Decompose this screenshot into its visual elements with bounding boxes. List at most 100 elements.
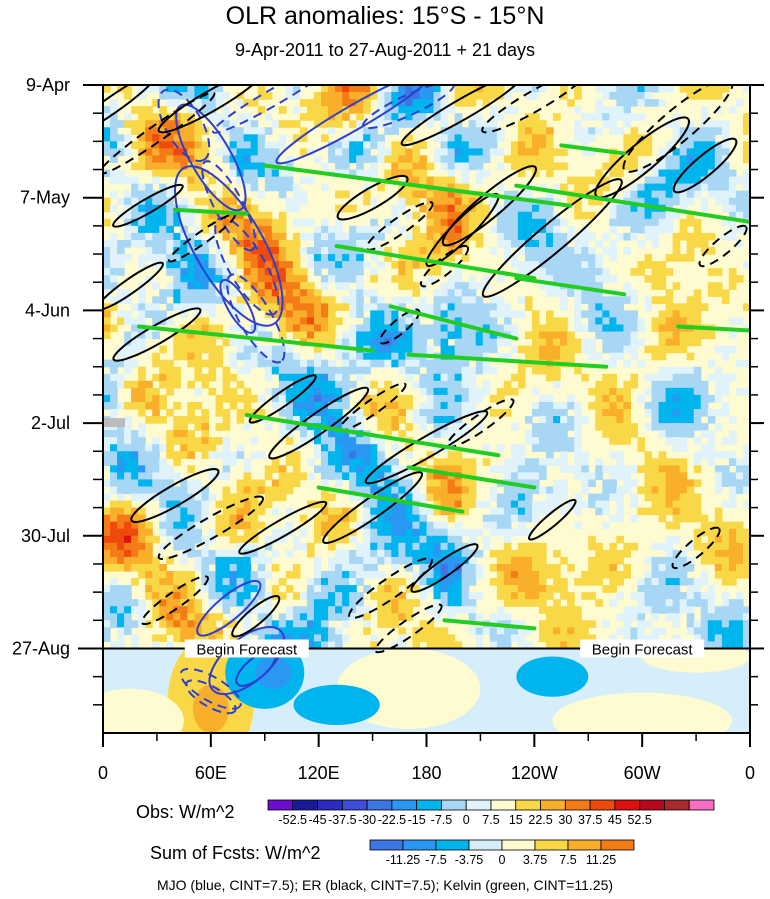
forecast-colorbar-swatch	[402, 839, 437, 851]
forecast-blob	[255, 656, 292, 689]
x-tick-label: 60W	[624, 763, 661, 783]
er-contour	[419, 244, 470, 288]
obs-colorbar-level-label: 15	[509, 813, 523, 827]
x-tick-label: 60E	[195, 763, 227, 783]
obs-colorbar-swatch	[317, 799, 343, 811]
forecast-label-bg	[580, 639, 705, 658]
mjo-contour	[175, 103, 247, 212]
forecast-label-bg	[184, 639, 309, 658]
obs-colorbar-level-label: 37.5	[578, 813, 602, 827]
kelvin-contour	[676, 324, 750, 333]
forecast-blob	[103, 688, 184, 733]
y-tick-label: 7-May	[20, 188, 70, 208]
er-contour	[336, 174, 409, 221]
mjo-contour	[185, 679, 237, 715]
mjo-contour	[179, 667, 242, 710]
forecast-anomaly-field	[103, 648, 750, 733]
forecast-colorbar-swatch	[600, 839, 635, 851]
mjo-contour	[226, 273, 286, 364]
obs-colorbar-swatch	[441, 799, 467, 811]
er-contour	[140, 575, 209, 626]
obs-colorbar-level-label: -37.5	[328, 813, 357, 827]
mjo-contour	[196, 579, 262, 637]
obs-colorbar-swatch	[292, 799, 318, 811]
er-contour	[528, 498, 577, 541]
kelvin-contour	[316, 485, 465, 514]
er-contour	[378, 308, 421, 345]
obs-colorbar: -52.5 -45 -37.5 -30 -22.5 -15 -7.5 0 7.5 15 22.5 30…	[267, 799, 715, 827]
obs-colorbar-swatch	[465, 799, 492, 811]
obs-colorbar-level-label: 22.5	[528, 813, 552, 827]
forecast-colorbar-swatch	[567, 839, 602, 851]
forecast-colorbar-swatch	[435, 839, 470, 851]
er-contour	[238, 500, 328, 555]
mjo-contour	[211, 85, 336, 134]
forecast-colorbar-label: Sum of Fcsts: W/m^2	[150, 843, 321, 863]
forecast-colorbar-level-label: 0	[499, 853, 506, 867]
begin-forecast-label: Begin Forecast	[592, 641, 694, 658]
obs-colorbar-level-label: -15	[408, 813, 426, 827]
obs-colorbar-level-label: -22.5	[378, 813, 407, 827]
kelvin-contour	[406, 352, 609, 369]
kelvin-contour	[388, 304, 519, 341]
y-tick-label: 27-Aug	[12, 638, 70, 658]
obs-colorbar-level-label: -52.5	[279, 813, 308, 827]
er-contour	[248, 374, 317, 424]
er-contour	[365, 201, 434, 251]
er-contour	[231, 595, 281, 638]
er-contour	[103, 261, 164, 311]
obs-colorbar-swatch	[391, 799, 418, 811]
x-tick-label: 0	[98, 763, 108, 783]
obs-colorbar-label: Obs: W/m^2	[136, 802, 235, 822]
wave-filtered-contours	[103, 85, 750, 715]
forecast-colorbar-level-label: 11.25	[586, 853, 616, 867]
er-contour	[130, 468, 220, 523]
forecast-colorbar: -11.25 -7.5 -3.75 0 3.75 7.5 11.25	[369, 839, 635, 867]
obs-colorbar-level-label: 45	[608, 813, 622, 827]
obs-colorbar-level-label: 30	[558, 813, 572, 827]
forecast-colorbar-level-label: 3.75	[523, 853, 547, 867]
forecast-blob	[192, 684, 229, 733]
y-tick-label: 9-Apr	[26, 75, 70, 95]
kelvin-contour	[262, 163, 573, 208]
er-contour	[410, 543, 479, 593]
er-contour	[481, 85, 588, 134]
mjo-contour	[201, 160, 257, 252]
obs-colorbar-swatch	[664, 799, 690, 811]
er-contour	[441, 165, 538, 247]
forecast-colorbar-swatch	[501, 839, 536, 851]
chart-subtitle: 9-Apr-2011 to 27-Aug-2011 + 21 days	[234, 40, 536, 60]
x-tick-label: 180	[411, 763, 441, 783]
kelvin-contour	[442, 618, 537, 631]
forecast-colorbar-level-label: -7.5	[425, 853, 447, 867]
forecast-colorbar-level-label: 7.5	[559, 853, 576, 867]
kelvin-contour	[172, 207, 249, 216]
er-contour	[374, 603, 443, 654]
er-contour	[157, 85, 265, 134]
kelvin-contour	[136, 324, 375, 353]
forecast-colorbar-level-label: -11.25	[386, 853, 421, 867]
mjo-contour	[174, 165, 284, 327]
er-contour	[157, 495, 265, 560]
x-tick-label: 0	[745, 763, 755, 783]
obs-colorbar-level-label: 0	[463, 813, 470, 827]
kelvin-contour	[559, 143, 627, 156]
x-tick-label: 120W	[511, 763, 558, 783]
kelvin-contour	[244, 413, 501, 458]
contour-legend-footer: MJO (blue, CINT=7.5); ER (black, CINT=7.…	[156, 877, 614, 893]
y-tick-label: 30-Jul	[21, 526, 70, 546]
forecast-colorbar-swatch	[468, 839, 503, 851]
kelvin-contour	[334, 243, 537, 281]
obs-colorbar-swatch	[515, 799, 541, 811]
obs-colorbar-swatch	[688, 799, 715, 811]
er-contour	[103, 85, 159, 139]
er-contour	[322, 471, 424, 544]
y-tick-label: 4-Jun	[25, 300, 70, 320]
obs-colorbar-swatch	[639, 799, 665, 811]
obs-colorbar-level-label: -30	[358, 813, 376, 827]
er-contour	[671, 526, 721, 570]
er-contour	[268, 386, 370, 460]
forecast-colorbar-swatch	[369, 839, 404, 851]
forecast-blob	[293, 684, 380, 725]
